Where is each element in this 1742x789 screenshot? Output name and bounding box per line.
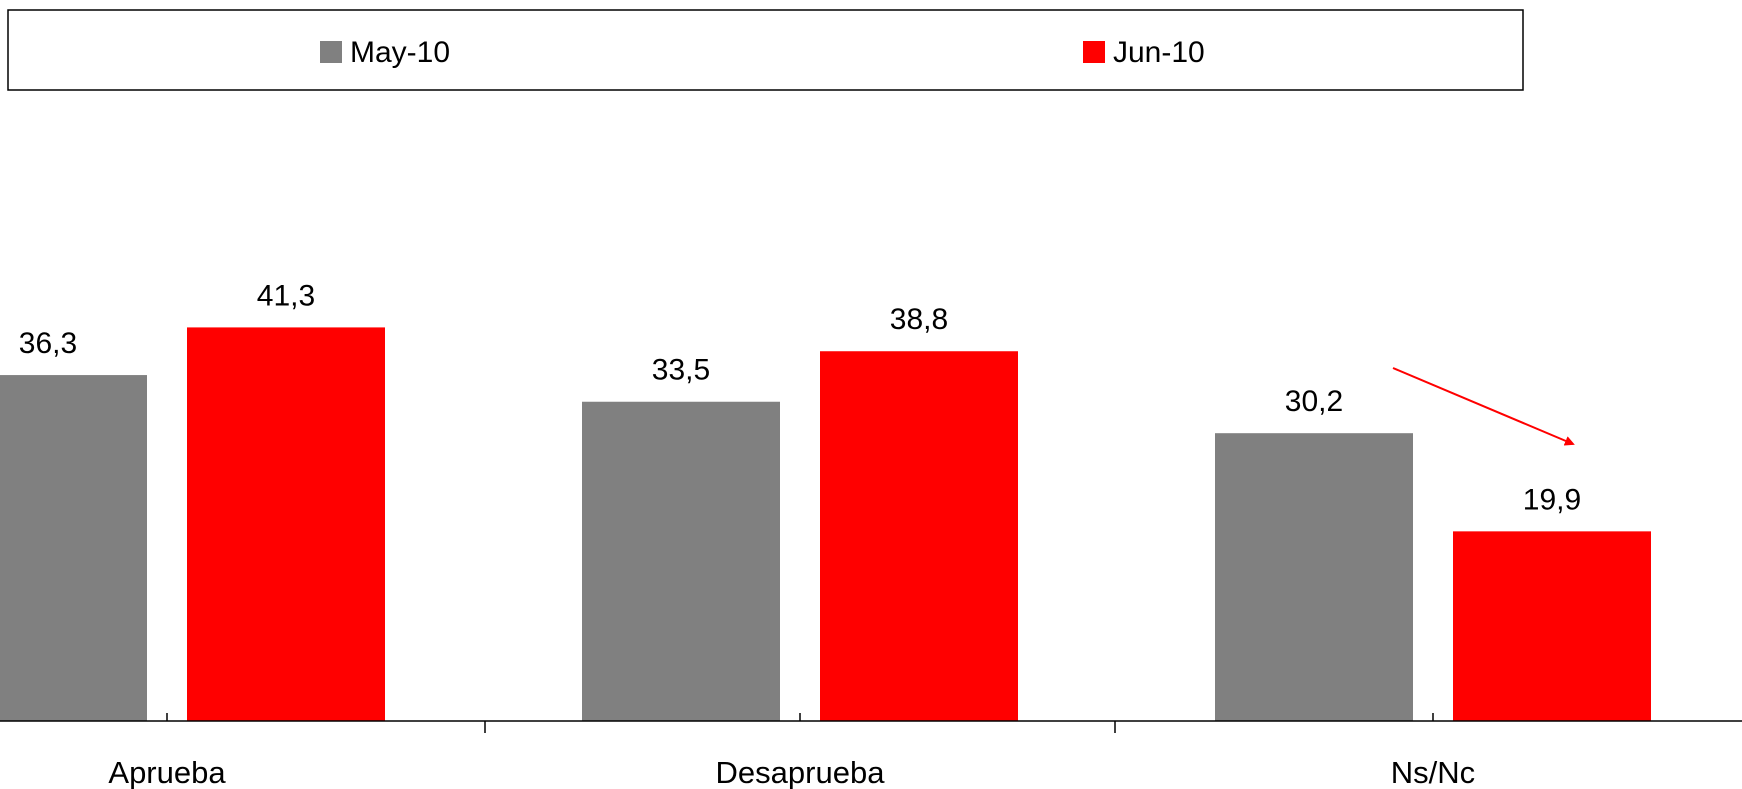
x-tick-label-desaprueba: Desaprueba: [716, 755, 886, 789]
bar-may-10-aprueba: [0, 375, 147, 721]
data-label-jun-10-ns-nc: 19,9: [1523, 483, 1581, 516]
data-labels: 36,3 41,3 33,5 38,8 30,2 19,9: [19, 279, 1581, 516]
legend-label-may-10: May-10: [350, 36, 450, 69]
trend-arrow: [1392, 367, 1575, 446]
legend: May-10 Jun-10: [7, 9, 1524, 91]
bar-may-10-desaprueba: [582, 401, 780, 721]
bars: [0, 327, 1651, 721]
data-label-may-10-ns-nc: 30,2: [1285, 385, 1343, 418]
bar-jun-10-desaprueba: [820, 351, 1018, 721]
x-tick-label-ns-nc: Ns/Nc: [1391, 755, 1475, 789]
data-label-jun-10-aprueba: 41,3: [257, 279, 315, 312]
legend-swatch-jun-10: [1083, 41, 1105, 63]
bar-may-10-ns-nc: [1215, 433, 1413, 721]
bar-jun-10-ns-nc: [1453, 531, 1651, 721]
x-tick-label-aprueba: Aprueba: [108, 755, 226, 789]
bar-jun-10-aprueba: [187, 327, 385, 721]
legend-frame: [7, 9, 1524, 91]
data-label-may-10-aprueba: 36,3: [19, 327, 77, 360]
x-axis: Aprueba Desaprueba Ns/Nc: [0, 713, 1742, 789]
legend-swatch-may-10: [320, 41, 342, 63]
data-label-may-10-desaprueba: 33,5: [652, 354, 710, 387]
legend-label-jun-10: Jun-10: [1113, 36, 1205, 69]
data-label-jun-10-desaprueba: 38,8: [890, 303, 948, 336]
